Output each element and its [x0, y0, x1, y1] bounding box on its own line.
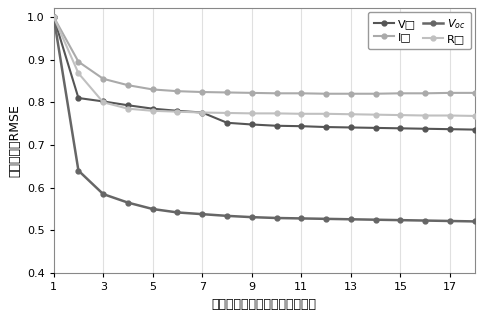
R□ — [323, 112, 329, 116]
I□ — [298, 92, 304, 95]
Line: R□: R□ — [51, 14, 477, 118]
I□ — [100, 77, 106, 81]
I□ — [125, 83, 131, 87]
V□ — [224, 121, 230, 125]
$V_{oc}$ — [51, 15, 57, 19]
V□ — [51, 15, 57, 19]
V□ — [249, 122, 255, 126]
I□ — [323, 92, 329, 96]
I□ — [348, 92, 354, 96]
R□ — [75, 71, 81, 75]
I□ — [51, 15, 57, 19]
R□ — [373, 113, 379, 116]
V□ — [199, 111, 205, 115]
I□ — [199, 90, 205, 94]
R□ — [447, 114, 453, 117]
Y-axis label: 归一化平均RMSE: 归一化平均RMSE — [8, 104, 21, 177]
I□ — [422, 92, 428, 95]
Legend: V□, I□, $V_{oc}$, R□: V□, I□, $V_{oc}$, R□ — [368, 12, 471, 49]
R□ — [125, 107, 131, 111]
$V_{oc}$ — [447, 219, 453, 223]
R□ — [348, 112, 354, 116]
V□ — [472, 128, 478, 131]
I□ — [447, 91, 453, 95]
R□ — [100, 100, 106, 104]
R□ — [224, 111, 230, 115]
X-axis label: 不同辐照度水平的拟合样本数量: 不同辐照度水平的拟合样本数量 — [212, 298, 317, 311]
I□ — [150, 87, 156, 91]
$V_{oc}$ — [75, 169, 81, 173]
V□ — [323, 125, 329, 129]
$V_{oc}$ — [323, 217, 329, 221]
Line: V□: V□ — [51, 14, 477, 132]
R□ — [150, 109, 156, 113]
V□ — [174, 109, 180, 113]
$V_{oc}$ — [373, 218, 379, 222]
V□ — [125, 103, 131, 107]
$V_{oc}$ — [174, 211, 180, 214]
I□ — [373, 92, 379, 96]
R□ — [249, 111, 255, 115]
R□ — [274, 111, 280, 115]
I□ — [472, 91, 478, 95]
$V_{oc}$ — [224, 214, 230, 218]
R□ — [199, 111, 205, 115]
V□ — [373, 126, 379, 130]
$V_{oc}$ — [274, 216, 280, 220]
R□ — [51, 15, 57, 19]
R□ — [398, 113, 403, 117]
$V_{oc}$ — [298, 217, 304, 220]
V□ — [75, 96, 81, 100]
I□ — [249, 91, 255, 95]
V□ — [422, 127, 428, 131]
Line: $V_{oc}$: $V_{oc}$ — [51, 14, 477, 224]
R□ — [174, 110, 180, 114]
$V_{oc}$ — [398, 218, 403, 222]
R□ — [472, 114, 478, 118]
$V_{oc}$ — [150, 207, 156, 211]
V□ — [274, 124, 280, 128]
V□ — [398, 126, 403, 130]
Line: I□: I□ — [51, 14, 477, 96]
V□ — [298, 124, 304, 128]
V□ — [447, 127, 453, 131]
$V_{oc}$ — [472, 219, 478, 223]
$V_{oc}$ — [199, 212, 205, 216]
I□ — [224, 91, 230, 94]
R□ — [298, 112, 304, 116]
I□ — [174, 89, 180, 93]
V□ — [100, 100, 106, 103]
I□ — [75, 60, 81, 63]
$V_{oc}$ — [125, 201, 131, 204]
$V_{oc}$ — [348, 217, 354, 221]
$V_{oc}$ — [100, 192, 106, 196]
I□ — [274, 92, 280, 95]
V□ — [150, 107, 156, 111]
V□ — [348, 126, 354, 130]
I□ — [398, 92, 403, 95]
$V_{oc}$ — [249, 215, 255, 219]
R□ — [422, 114, 428, 117]
$V_{oc}$ — [422, 219, 428, 222]
